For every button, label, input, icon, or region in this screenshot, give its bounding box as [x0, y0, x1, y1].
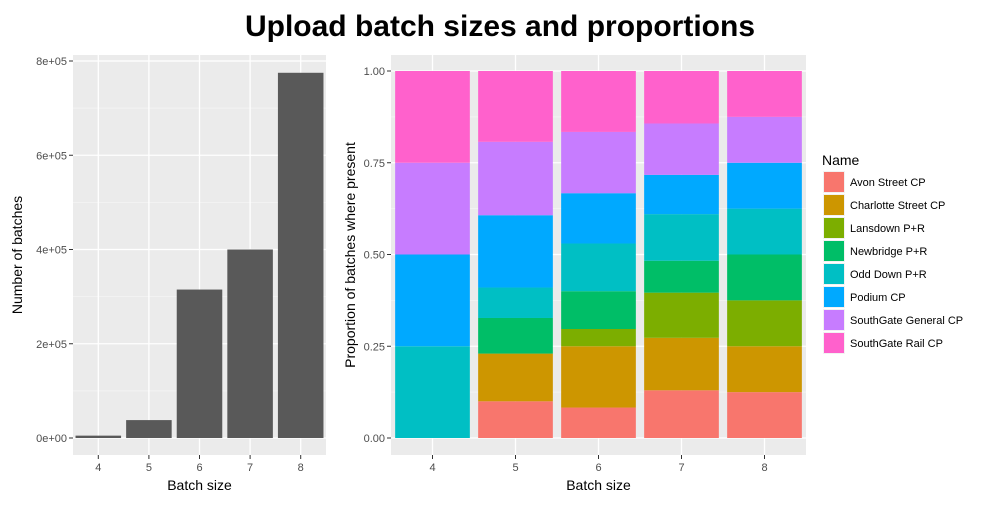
legend-label: Charlotte Street CP: [850, 200, 945, 212]
y-axis-title: Number of batches: [9, 196, 25, 314]
y-tick-label: 4e+05: [36, 245, 67, 257]
segment-southgate-rail-cp-batch-4: [395, 71, 470, 163]
segment-southgate-rail-cp-batch-6: [561, 71, 636, 132]
x-axis-title: Batch size: [167, 477, 232, 493]
batch-count-chart: 0e+00 2e+05 4e+05 6e+05 8e+05 4 5 6 7 8 Batch size…: [9, 55, 326, 493]
proportion-chart: 0.00 0.25 0.50 0.75 1.00 4 5 6 7 8 Batch size Propo…: [342, 55, 806, 493]
bar-batch-size-4: [75, 435, 122, 438]
bar-batch-size-8: [277, 72, 324, 438]
x-tick-label: 8: [298, 462, 304, 474]
legend-swatch: [824, 241, 844, 261]
legend-swatch: [824, 172, 844, 192]
x-tick-label: 5: [512, 462, 518, 474]
x-tick-label: 7: [247, 462, 253, 474]
y-axis-title: Proportion of batches where present: [342, 142, 358, 368]
x-tick-label: 8: [761, 462, 767, 474]
segment-lansdown-p-r-batch-7: [644, 292, 719, 338]
segment-odd-down-p-r-batch-5: [478, 287, 553, 318]
legend-label: Lansdown P+R: [850, 223, 925, 235]
segment-odd-down-p-r-batch-4: [395, 346, 470, 438]
segment-podium-cp-batch-7: [644, 174, 719, 215]
y-tick-label: 2e+05: [36, 339, 67, 351]
segment-southgate-rail-cp-batch-7: [644, 71, 719, 124]
segment-odd-down-p-r-batch-6: [561, 243, 636, 292]
segment-southgate-rail-cp-batch-5: [478, 71, 553, 142]
segment-avon-street-cp-batch-6: [561, 407, 636, 438]
segment-southgate-general-cp-batch-7: [644, 123, 719, 175]
y-tick-label: 0.25: [364, 341, 385, 353]
legend-swatch: [824, 264, 844, 284]
segment-newbridge-p-r-batch-5: [478, 317, 553, 354]
y-tick-label: 0.00: [364, 433, 385, 445]
legend-swatch: [824, 218, 844, 238]
y-tick-label: 0e+00: [36, 433, 67, 445]
legend-label: Podium CP: [850, 292, 906, 304]
segment-newbridge-p-r-batch-7: [644, 260, 719, 293]
y-tick-label: 6e+05: [36, 150, 67, 162]
y-tick-label: 8e+05: [36, 56, 67, 68]
segment-podium-cp-batch-4: [395, 254, 470, 347]
x-tick-label: 6: [196, 462, 202, 474]
y-tick-label: 1.00: [364, 66, 385, 78]
legend-swatch: [824, 195, 844, 215]
segment-lansdown-p-r-batch-8: [727, 300, 802, 347]
legend-label: Avon Street CP: [850, 177, 926, 189]
legend-swatch: [824, 287, 844, 307]
chart-title: Upload batch sizes and proportions: [245, 10, 755, 43]
legend-label: Odd Down P+R: [850, 269, 927, 281]
y-tick-label: 0.75: [364, 158, 385, 170]
segment-southgate-general-cp-batch-6: [561, 131, 636, 194]
legend-label: Newbridge P+R: [850, 246, 927, 258]
segment-podium-cp-batch-5: [478, 215, 553, 288]
legend: Name Avon Street CP Charlotte Street CP Lan…: [822, 152, 963, 354]
segment-charlotte-street-cp-batch-7: [644, 337, 719, 391]
bar-batch-size-7: [227, 249, 273, 438]
x-tick-label: 4: [429, 462, 435, 474]
segment-charlotte-street-cp-batch-8: [727, 346, 802, 393]
legend-title: Name: [822, 152, 860, 168]
legend-swatch: [824, 333, 844, 353]
segment-lansdown-p-r-batch-6: [561, 329, 636, 347]
segment-southgate-general-cp-batch-8: [727, 116, 802, 163]
x-tick-label: 7: [678, 462, 684, 474]
segment-newbridge-p-r-batch-8: [727, 254, 802, 301]
segment-charlotte-street-cp-batch-5: [478, 353, 553, 402]
segment-odd-down-p-r-batch-8: [727, 208, 802, 255]
segment-newbridge-p-r-batch-6: [561, 291, 636, 330]
segment-avon-street-cp-batch-5: [478, 401, 553, 438]
bar-batch-size-6: [176, 289, 223, 438]
segment-avon-street-cp-batch-7: [644, 390, 719, 438]
legend-label: SouthGate Rail CP: [850, 338, 943, 350]
x-tick-label: 6: [595, 462, 601, 474]
x-tick-label: 4: [95, 462, 101, 474]
segment-charlotte-street-cp-batch-6: [561, 346, 636, 408]
segment-odd-down-p-r-batch-7: [644, 214, 719, 261]
segment-southgate-general-cp-batch-5: [478, 141, 553, 216]
segment-podium-cp-batch-6: [561, 193, 636, 244]
y-tick-label: 0.50: [364, 250, 385, 262]
segment-avon-street-cp-batch-8: [727, 392, 802, 438]
segment-southgate-rail-cp-batch-8: [727, 71, 802, 117]
legend-swatch: [824, 310, 844, 330]
x-axis-title: Batch size: [566, 477, 631, 493]
segment-southgate-general-cp-batch-4: [395, 162, 470, 255]
bar-batch-size-5: [126, 420, 172, 438]
segment-podium-cp-batch-8: [727, 162, 802, 209]
x-tick-label: 5: [146, 462, 152, 474]
legend-label: SouthGate General CP: [850, 315, 963, 327]
